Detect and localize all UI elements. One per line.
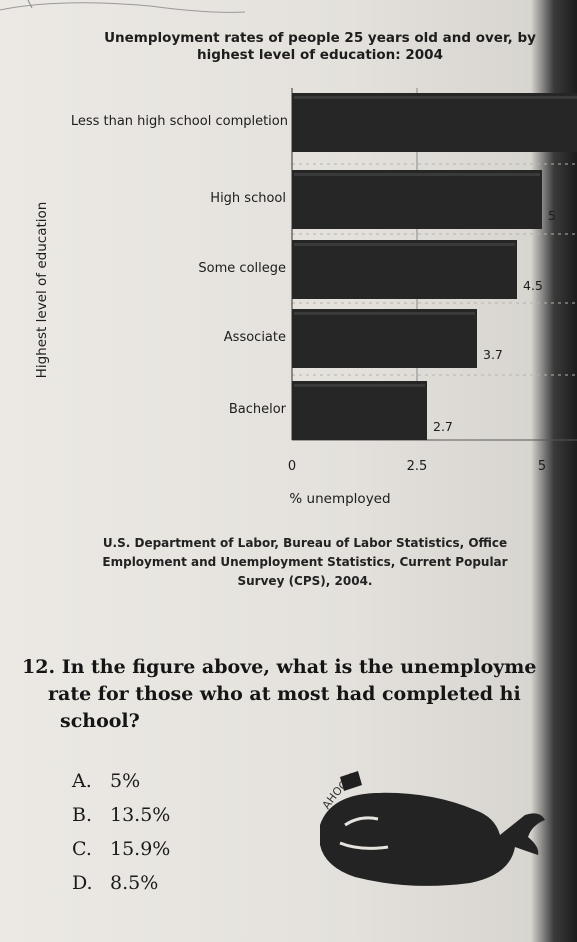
category-label: Less than high school completion bbox=[71, 114, 288, 129]
option-letter: D. bbox=[72, 872, 93, 894]
value-label: 4.5 bbox=[523, 278, 543, 293]
chart-title: Unemployment rates of people 25 years ol… bbox=[100, 30, 540, 64]
question: 12. In the figure above, what is the une… bbox=[22, 654, 567, 735]
option-letter: B. bbox=[72, 804, 93, 826]
whale-stamp: AHOOYI bbox=[320, 771, 545, 886]
x-tick-label: 2.5 bbox=[407, 459, 428, 474]
bar bbox=[292, 240, 517, 299]
source-line-3: Survey (CPS), 2004. bbox=[237, 574, 373, 588]
bar-chart: Less than high school completion8.5High … bbox=[34, 88, 577, 507]
hat-icon bbox=[340, 771, 362, 791]
question-number: 12. bbox=[22, 656, 56, 678]
option-text: 15.9% bbox=[110, 838, 171, 860]
chart-title-line-1: Unemployment rates of people 25 years ol… bbox=[104, 30, 536, 46]
bar-texture bbox=[294, 173, 540, 176]
whale-eye-icon bbox=[344, 816, 379, 827]
category-label: Some college bbox=[198, 261, 286, 276]
question-line-1: 12. In the figure above, what is the une… bbox=[22, 654, 567, 681]
question-line-3: school? bbox=[60, 710, 140, 732]
question-text-1: In the figure above, what is the unemplo… bbox=[61, 656, 537, 678]
x-axis-label: % unemployed bbox=[289, 491, 390, 507]
whale-body-icon bbox=[320, 792, 545, 886]
page-fold-line bbox=[0, 0, 246, 13]
option-letter: C. bbox=[72, 838, 92, 860]
x-tick-label: 5 bbox=[538, 459, 546, 474]
option-letter: A. bbox=[72, 770, 92, 792]
option-d[interactable]: D. 8.5% bbox=[72, 866, 170, 900]
value-label: 5 bbox=[548, 208, 556, 223]
option-text: 8.5% bbox=[110, 872, 159, 894]
source-line-2: Employment and Unemployment Statistics, … bbox=[102, 555, 508, 569]
chart-title-line-2: highest level of education: 2004 bbox=[197, 47, 443, 63]
answer-options: A. 5% B. 13.5% C. 15.9% D. 8.5% bbox=[72, 764, 170, 900]
bar-texture bbox=[294, 96, 577, 99]
option-c[interactable]: C. 15.9% bbox=[72, 832, 170, 866]
option-text: 5% bbox=[110, 770, 141, 792]
bar-texture bbox=[294, 384, 425, 387]
bar-texture bbox=[294, 243, 515, 246]
value-label: 2.7 bbox=[433, 419, 453, 434]
option-text: 13.5% bbox=[110, 804, 171, 826]
bar-texture bbox=[294, 312, 475, 315]
option-a[interactable]: A. 5% bbox=[72, 764, 170, 798]
y-axis-label: Highest level of education bbox=[34, 202, 50, 379]
bar bbox=[292, 93, 577, 152]
bar bbox=[292, 309, 477, 368]
category-label: High school bbox=[210, 191, 286, 206]
category-label: Bachelor bbox=[229, 402, 287, 417]
option-b[interactable]: B. 13.5% bbox=[72, 798, 170, 832]
whale-mouth-icon bbox=[339, 841, 389, 850]
chart-source: U.S. Department of Labor, Bureau of Labo… bbox=[50, 534, 560, 591]
category-label: Associate bbox=[224, 330, 286, 345]
x-tick-label: 0 bbox=[288, 459, 296, 474]
bar bbox=[292, 381, 427, 440]
value-label: 3.7 bbox=[483, 347, 503, 362]
question-line-2: rate for those who at most had completed… bbox=[48, 683, 521, 705]
bar bbox=[292, 170, 542, 229]
source-line-1: U.S. Department of Labor, Bureau of Labo… bbox=[102, 536, 508, 550]
